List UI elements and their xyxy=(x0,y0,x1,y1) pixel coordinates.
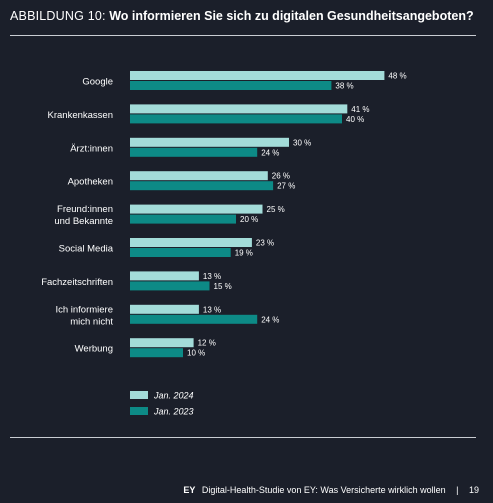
category-label: Fachzeitschriften xyxy=(41,277,113,288)
bar-jan-2023 xyxy=(130,281,210,291)
bar-jan-2024 xyxy=(130,271,199,281)
category-label: Ich informiere xyxy=(55,304,113,315)
category-label: Krankenkassen xyxy=(48,110,113,121)
data-label: 24 % xyxy=(261,148,279,157)
footer-study-title: Digital-Health-Studie von EY: Was Versic… xyxy=(201,485,446,495)
category-label: und Bekannte xyxy=(54,216,113,227)
data-label: 25 % xyxy=(267,205,285,214)
bar-jan-2023 xyxy=(130,314,258,324)
legend-entry: Jan. 2023 xyxy=(153,407,194,417)
bar-jan-2023 xyxy=(130,348,183,358)
bar-jan-2024 xyxy=(130,137,289,147)
ey-brand: EY xyxy=(183,485,196,495)
data-label: 38 % xyxy=(335,82,353,91)
category-label: Ärzt:innen xyxy=(70,143,113,154)
data-label: 10 % xyxy=(187,349,205,358)
chart-title: ABBILDUNG 10: Wo informieren Sie sich zu… xyxy=(10,9,485,23)
data-label: 41 % xyxy=(351,105,369,114)
bar-chart: Google 48 % 38 % Krankenkassen 41 %40 % Ärzt:… xyxy=(41,71,407,417)
bar-jan-2024 xyxy=(130,204,263,214)
top-divider xyxy=(10,35,476,36)
figure-question: Wo informieren Sie sich zu digitalen Ges… xyxy=(109,9,474,23)
page-number: 19 xyxy=(468,485,479,495)
category-label: Werbung xyxy=(75,344,113,355)
bar-jan-2023 xyxy=(130,214,236,224)
data-label: 30 % xyxy=(293,138,311,147)
figure-label: ABBILDUNG 10: xyxy=(10,9,106,23)
bar-jan-2024 xyxy=(130,304,199,314)
bar-jan-2024 xyxy=(130,104,348,114)
legend-entry: Jan. 2024 xyxy=(153,391,194,401)
data-label: 20 % xyxy=(240,215,258,224)
data-label: 48 % xyxy=(388,72,406,81)
bar-jan-2024 xyxy=(130,71,385,80)
bar-jan-2023 xyxy=(130,248,231,257)
category-label: Apotheken xyxy=(68,177,113,188)
bar-jan-2023 xyxy=(130,114,342,124)
category-label: Google xyxy=(82,77,113,88)
footer-separator: | xyxy=(456,485,459,495)
bar-jan-2024 xyxy=(130,171,268,181)
page-footer: EY Digital-Health-Studie von EY: Was Ver… xyxy=(183,485,479,495)
data-label: 40 % xyxy=(346,115,364,124)
data-label: 13 % xyxy=(203,305,221,314)
data-label: 26 % xyxy=(272,172,290,181)
legend-swatch xyxy=(130,391,148,399)
category-label: mich nicht xyxy=(70,316,113,327)
legend-swatch xyxy=(130,407,148,415)
data-label: 24 % xyxy=(261,315,279,324)
data-label: 27 % xyxy=(277,182,295,191)
bar-jan-2023 xyxy=(130,181,274,191)
data-label: 13 % xyxy=(203,272,221,281)
data-label: 15 % xyxy=(214,282,232,291)
category-label: Social Media xyxy=(59,244,114,255)
bar-jan-2024 xyxy=(130,338,194,348)
data-label: 19 % xyxy=(235,249,253,258)
bar-jan-2023 xyxy=(130,81,332,90)
data-label: 12 % xyxy=(198,339,216,348)
bottom-divider xyxy=(10,437,476,438)
category-label: Freund:innen xyxy=(57,204,113,215)
bar-jan-2024 xyxy=(130,238,252,247)
data-label: 23 % xyxy=(256,239,274,248)
bar-jan-2023 xyxy=(130,147,258,157)
